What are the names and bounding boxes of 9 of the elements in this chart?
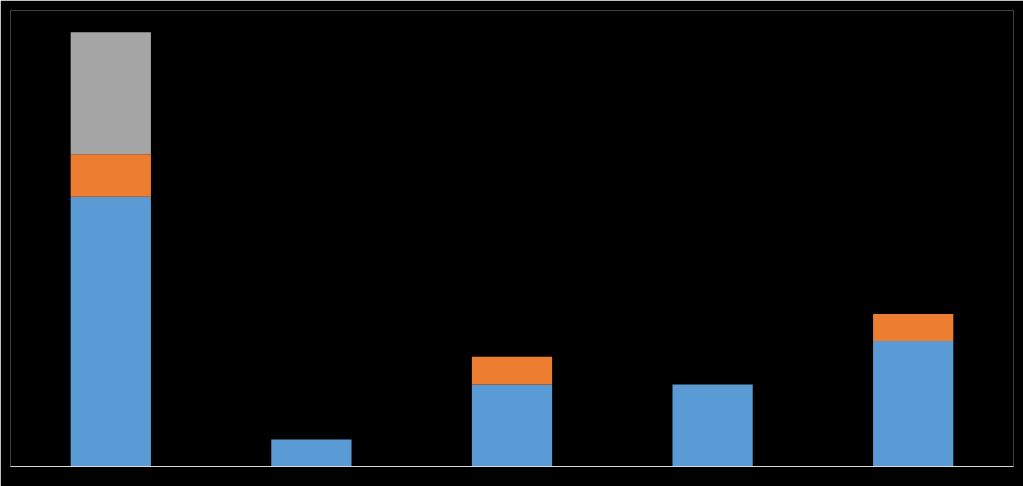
bar [271, 439, 352, 467]
bar [471, 384, 553, 467]
bar [70, 196, 151, 467]
bar [471, 356, 553, 385]
bar [70, 154, 151, 197]
bar [873, 340, 954, 467]
bar [873, 314, 954, 341]
bar [70, 32, 151, 155]
bar [672, 384, 753, 467]
